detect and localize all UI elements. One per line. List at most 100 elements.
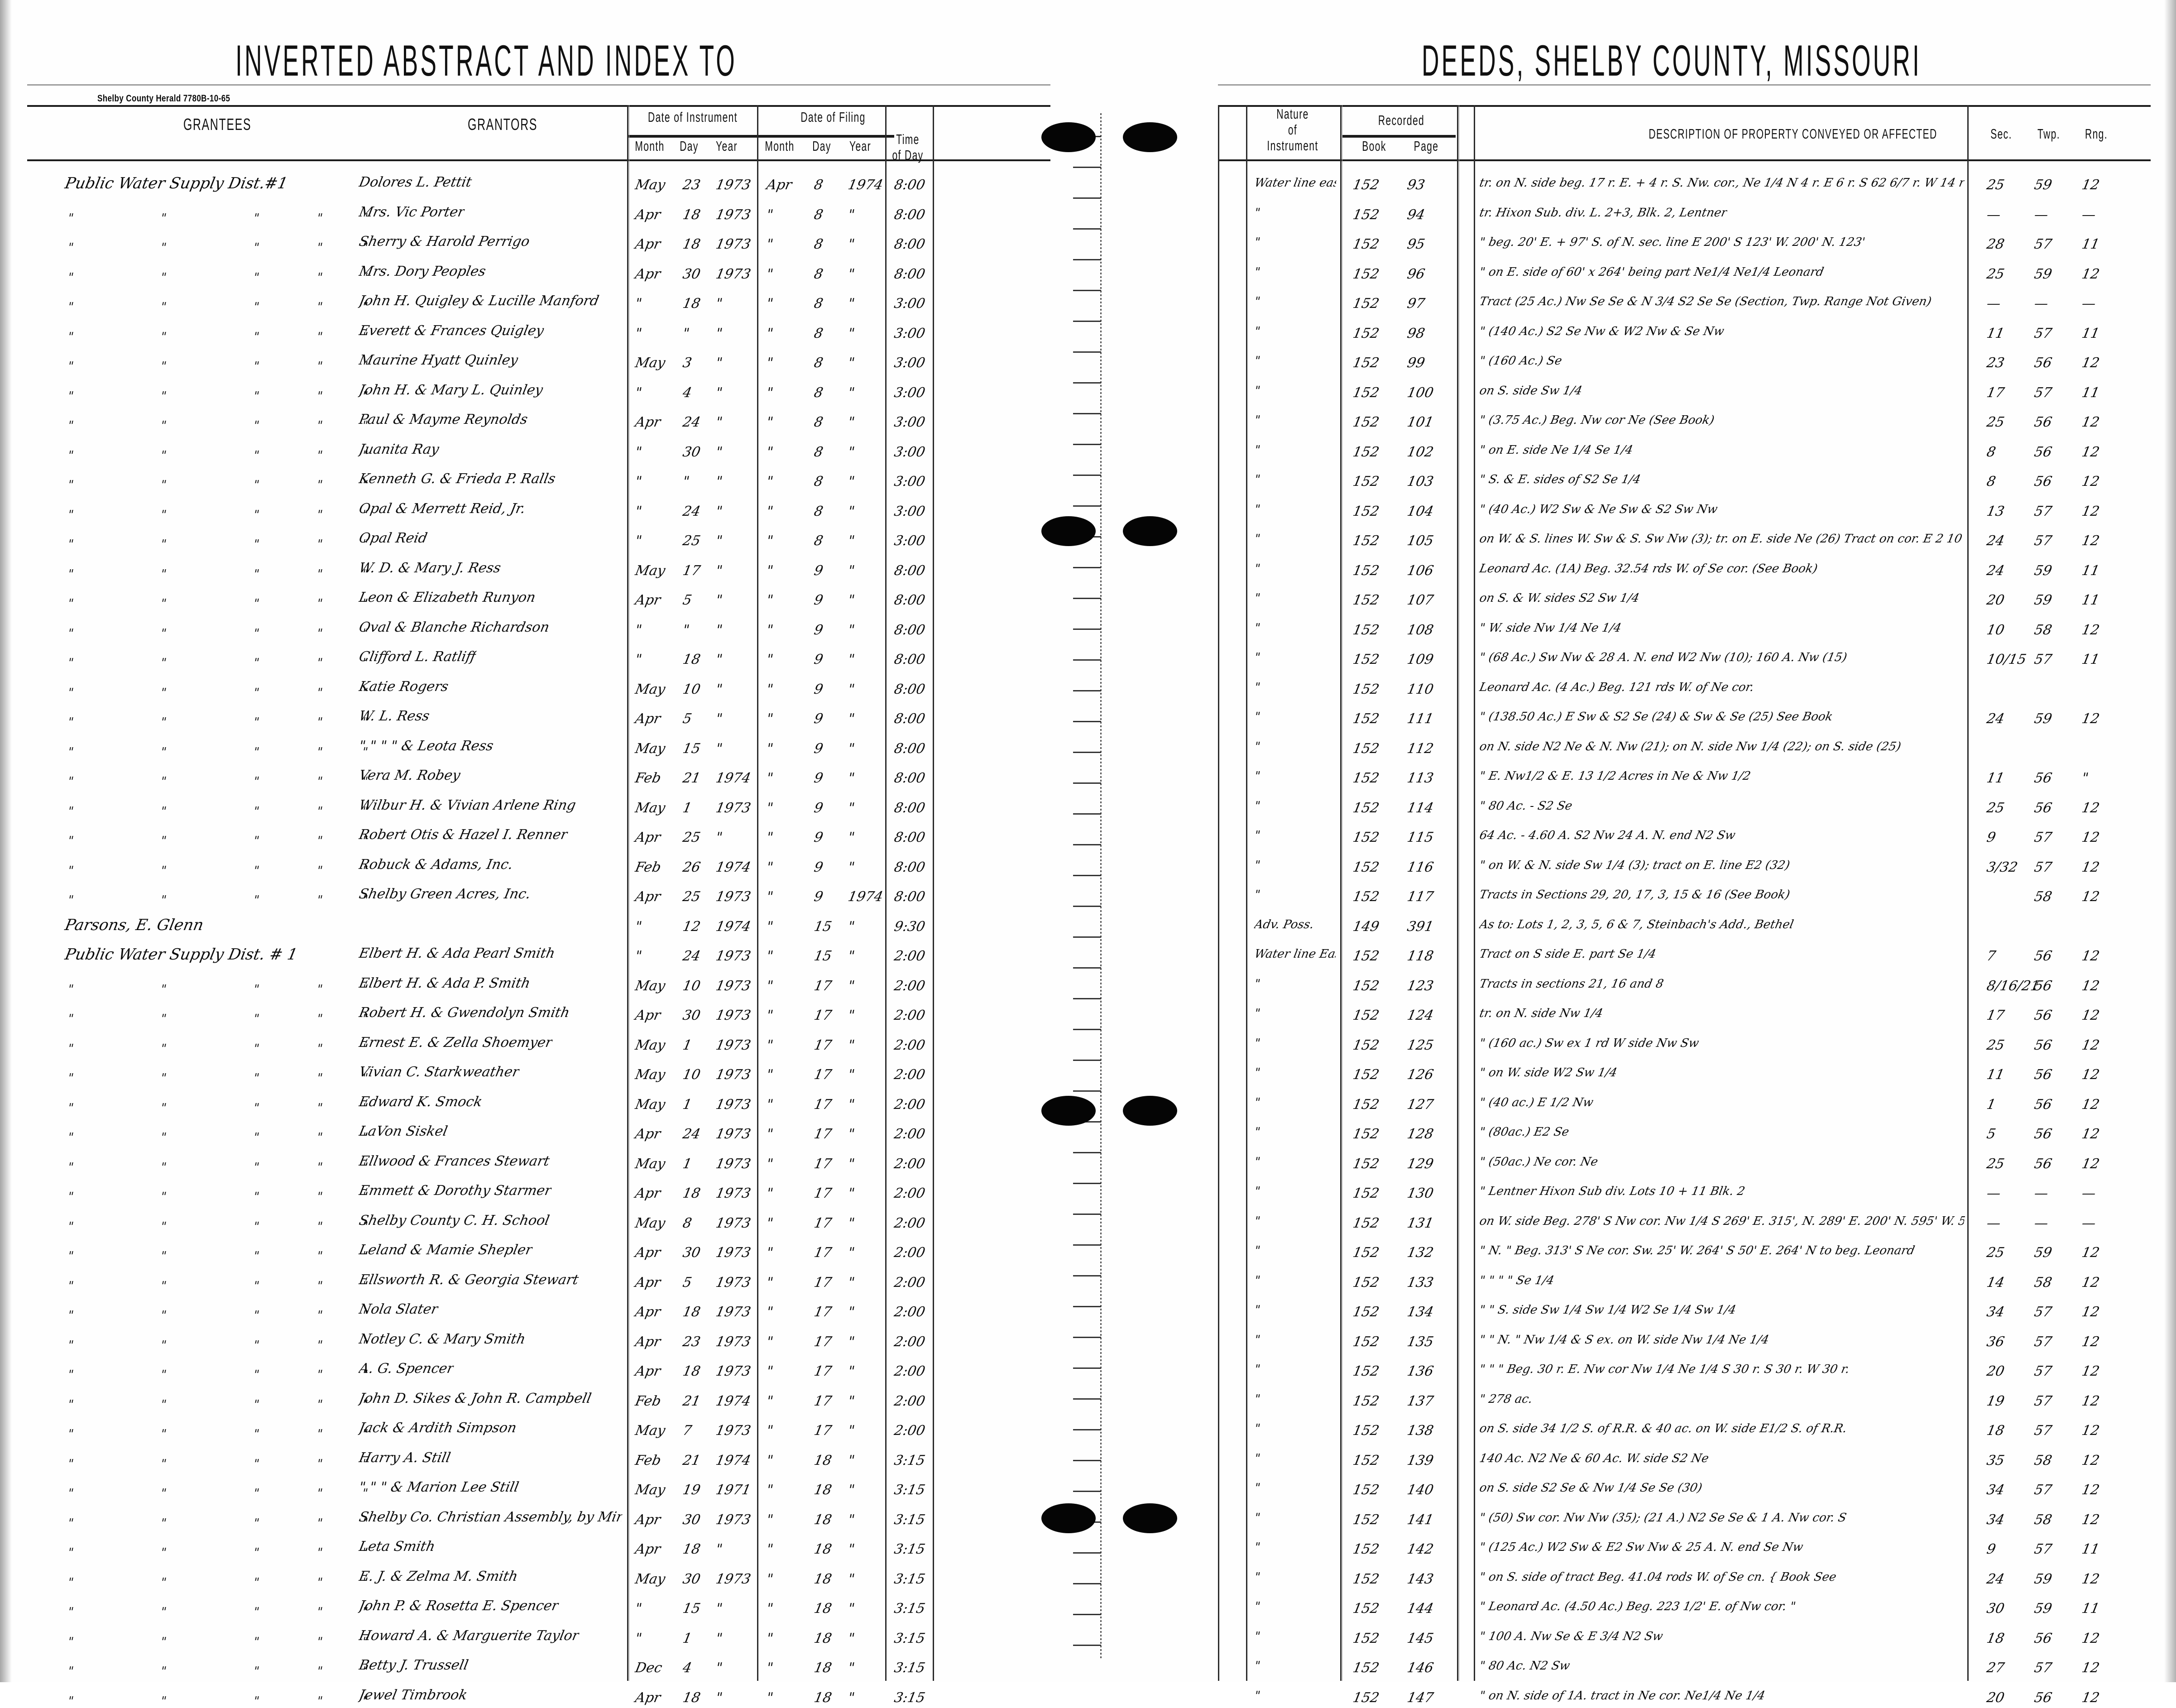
filing-year: " xyxy=(847,740,856,757)
nature-of-instrument: " xyxy=(1253,354,1261,368)
instrument-year: 1973 xyxy=(714,1423,752,1439)
filing-time: 8:00 xyxy=(893,800,927,816)
grantor-name: Clifford L. Ratliff xyxy=(358,649,478,665)
gutter-tick xyxy=(1073,998,1101,999)
grantee-ditto-mark: " xyxy=(66,1457,75,1471)
filing-month: " xyxy=(765,1511,775,1528)
gutter-spine-mark xyxy=(1100,903,1102,905)
gutter-spine-mark xyxy=(1100,1522,1102,1524)
property-description: Tract (25 Ac.) Nw Se Se & N 3/4 S2 Se Se… xyxy=(1478,295,1933,308)
gutter-spine-mark xyxy=(1100,1142,1102,1144)
grantee-ditto-mark: " xyxy=(315,1071,324,1085)
nature-of-instrument: " xyxy=(1253,651,1261,664)
grantor-name: W. D. & Mary J. Ress xyxy=(358,560,503,576)
filing-year: " xyxy=(847,681,856,697)
nature-of-instrument: " xyxy=(1253,739,1261,753)
gutter-tick xyxy=(1073,444,1101,445)
instrument-year: 1973 xyxy=(714,1126,752,1142)
gutter-spine-mark xyxy=(1100,1171,1102,1173)
gutter-spine-mark xyxy=(1100,1055,1102,1057)
instrument-month: Apr xyxy=(634,1245,662,1261)
recorded-book: 152 xyxy=(1352,474,1381,489)
range-number: 11 xyxy=(2080,592,2101,608)
gutter-spine-mark xyxy=(1100,946,1102,948)
filing-month: " xyxy=(765,1304,775,1320)
gutter-spine-mark xyxy=(1100,327,1102,329)
gutter-tick xyxy=(1073,228,1101,230)
instrument-month: Feb xyxy=(634,859,662,875)
filing-day: 18 xyxy=(813,1571,833,1587)
range-number: — xyxy=(2080,296,2097,312)
grantor-name: Leland & Mamie Shepler xyxy=(358,1242,534,1258)
grantee-ditto-mark: " xyxy=(66,1190,75,1204)
grantee-ditto-mark: " xyxy=(252,686,261,700)
instrument-year: 1973 xyxy=(714,1274,752,1291)
instrument-month: Feb xyxy=(634,1452,662,1468)
gutter-spine-mark xyxy=(1100,635,1102,637)
grantee-ditto-mark: " xyxy=(252,893,261,907)
grantee-ditto-mark: " xyxy=(252,508,261,522)
filing-month: " xyxy=(765,1363,775,1379)
recorded-book: 152 xyxy=(1352,681,1381,697)
instrument-day: 12 xyxy=(681,918,702,935)
grantee-ditto-mark: " xyxy=(252,300,261,314)
grantee-ditto-mark: " xyxy=(159,1249,168,1263)
filing-time: 2:00 xyxy=(893,1423,927,1439)
grantee-ditto-mark: " xyxy=(66,1219,75,1233)
grantee-ditto-mark: " xyxy=(252,537,261,551)
property-description: Tracts in sections 21, 16 and 8 xyxy=(1478,977,1665,991)
recorded-page: 97 xyxy=(1406,296,1426,312)
grantee-ditto-mark: " xyxy=(66,567,75,581)
grantor-name: Maurine Hyatt Quinley xyxy=(358,352,520,368)
nature-of-instrument: " xyxy=(1253,1689,1261,1703)
property-description: " (138.50 Ac.) E Sw & S2 Se (24) & Sw & … xyxy=(1478,710,1834,724)
grantee-ditto-mark: " xyxy=(66,1012,75,1026)
grantee-ditto-mark: " xyxy=(159,1487,168,1500)
range-number: — xyxy=(2080,206,2097,223)
filing-time: 8:00 xyxy=(893,206,927,223)
instrument-year: " xyxy=(714,533,724,549)
gutter-spine-mark xyxy=(1100,1526,1102,1528)
gutter-spine-mark xyxy=(1100,664,1102,666)
gutter-spine-mark xyxy=(1100,631,1102,633)
filing-month: " xyxy=(765,1215,775,1231)
instrument-month: May xyxy=(634,681,667,697)
gutter-spine-mark xyxy=(1100,1088,1102,1089)
instrument-day: 30 xyxy=(681,1245,702,1261)
range-number: 12 xyxy=(2080,355,2101,371)
recorded-page: 125 xyxy=(1406,1037,1435,1053)
instrument-day: 18 xyxy=(681,1689,702,1706)
nature-of-instrument: " xyxy=(1253,1659,1261,1673)
instrument-year: 1974 xyxy=(714,1452,752,1468)
grantee-ditto-mark: " xyxy=(252,1487,261,1500)
instrument-year: " xyxy=(714,355,724,371)
filing-day: 9 xyxy=(813,681,824,697)
gutter-spine-mark xyxy=(1100,128,1102,130)
grantee-ditto-mark: " xyxy=(66,360,75,373)
filing-time: 8:00 xyxy=(893,562,927,579)
filing-month: " xyxy=(765,948,775,964)
instrument-day: 18 xyxy=(681,1185,702,1201)
grantee-ditto-mark: " xyxy=(252,1575,261,1589)
filing-day: 18 xyxy=(813,1452,833,1468)
gutter-spine-mark xyxy=(1100,1135,1102,1137)
filing-month: " xyxy=(765,889,775,905)
gutter-spine-mark xyxy=(1100,1070,1102,1071)
grantee-ditto-mark: " xyxy=(159,537,168,551)
property-description: " (40 ac.) E 1/2 Nw xyxy=(1478,1095,1595,1109)
gutter-spine-mark xyxy=(1100,718,1102,720)
range-number: — xyxy=(2080,1185,2097,1201)
property-description: " (160 ac.) Sw ex 1 rd W side Nw Sw xyxy=(1478,1036,1700,1050)
instrument-day: 4 xyxy=(681,384,693,401)
recorded-page: 126 xyxy=(1406,1067,1435,1083)
gutter-spine-mark xyxy=(1100,928,1102,930)
gutter-spine-mark xyxy=(1100,885,1102,887)
grantee-ditto-mark: " xyxy=(159,1694,168,1708)
grantor-name: John H. & Mary L. Quinley xyxy=(358,382,545,398)
nature-of-instrument: " xyxy=(1253,1066,1261,1079)
gutter-spine-mark xyxy=(1100,396,1102,398)
section-number: 14 xyxy=(1985,1274,2006,1291)
grantee-ditto-mark: " xyxy=(66,982,75,996)
recorded-page: 98 xyxy=(1406,325,1426,341)
gutter-spine-mark xyxy=(1100,642,1102,644)
